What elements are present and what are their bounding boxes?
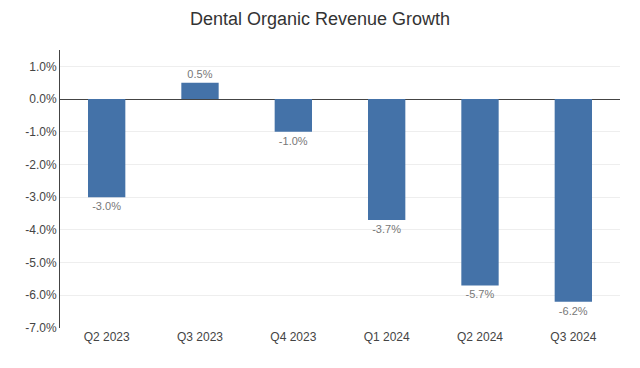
svg-text:-3.0%: -3.0% [25, 190, 57, 204]
svg-text:-3.0%: -3.0% [92, 200, 121, 212]
svg-text:Q2 2024: Q2 2024 [457, 330, 503, 344]
svg-text:-6.2%: -6.2% [559, 305, 588, 317]
svg-text:Q3 2024: Q3 2024 [550, 330, 596, 344]
svg-text:-5.7%: -5.7% [466, 288, 495, 300]
svg-text:1.0%: 1.0% [29, 60, 57, 74]
svg-text:-1.0%: -1.0% [25, 125, 57, 139]
svg-text:-7.0%: -7.0% [25, 321, 57, 335]
svg-text:0.0%: 0.0% [29, 92, 57, 106]
svg-text:Q1 2024: Q1 2024 [364, 330, 410, 344]
svg-text:Dental Organic Revenue Growth: Dental Organic Revenue Growth [190, 9, 450, 29]
svg-text:-6.0%: -6.0% [25, 288, 57, 302]
svg-text:-2.0%: -2.0% [25, 158, 57, 172]
svg-text:Q2 2023: Q2 2023 [84, 330, 130, 344]
svg-text:Q4 2023: Q4 2023 [270, 330, 316, 344]
svg-text:-5.0%: -5.0% [25, 256, 57, 270]
svg-text:-3.7%: -3.7% [372, 223, 401, 235]
svg-text:Q3 2023: Q3 2023 [177, 330, 223, 344]
svg-text:0.5%: 0.5% [187, 68, 212, 80]
svg-text:-1.0%: -1.0% [279, 135, 308, 147]
svg-text:-4.0%: -4.0% [25, 223, 57, 237]
